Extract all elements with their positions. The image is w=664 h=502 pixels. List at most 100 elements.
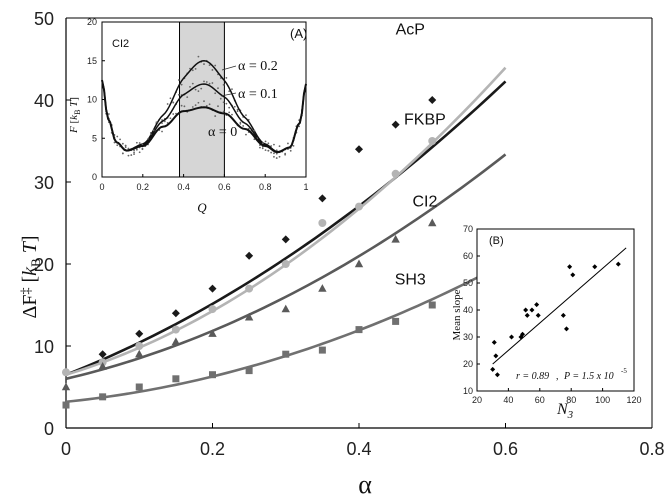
inset-a-panel-label: (A) (290, 26, 307, 41)
inset-a-sample-point (228, 106, 231, 109)
data-point-acp (318, 194, 327, 203)
inset-a-sample-point (236, 110, 239, 113)
inset-a-sample-point (273, 155, 275, 158)
inset-b-data-point (534, 302, 540, 308)
inset-a-sample-point (228, 111, 231, 114)
data-point-acp (281, 235, 290, 244)
inset-b-fit-line (492, 247, 627, 365)
inset-a-sample-point (183, 105, 186, 108)
inset-a-sample-point (194, 104, 197, 106)
inset-a-sample-point (298, 125, 301, 128)
inset-a-y-axis-title: F [kB T] (68, 97, 82, 134)
inset-b-y-tick-label: 30 (463, 332, 473, 342)
inset-b-data-point (535, 312, 541, 318)
main-y-tick-label: 50 (34, 9, 54, 29)
inset-b-y-tick-label: 10 (463, 386, 473, 396)
inset-a-sample-point (208, 82, 211, 85)
inset-a-label-leader (221, 65, 237, 71)
inset-a-sample-point (219, 97, 222, 100)
inset-b-data-point (520, 331, 526, 337)
data-point-ci2 (318, 284, 327, 292)
inset-a-sample-point (130, 154, 133, 156)
inset-a-sample-point (138, 151, 141, 154)
inset-a-label-leader (220, 92, 237, 97)
inset-a-sample-point (261, 142, 264, 145)
data-point-sh3 (172, 375, 180, 383)
inset-a-sample-point (289, 149, 292, 152)
inset-a-sample-point (275, 149, 278, 152)
inset-a-sample-point (194, 88, 197, 91)
inset-a-sample-point (211, 69, 214, 71)
data-point-sh3 (99, 393, 107, 401)
inset-b-data-point (490, 366, 496, 372)
inset-b-y-tick-label: 70 (463, 224, 473, 234)
inset-a-x-tick-label: 0.4 (177, 182, 190, 192)
inset-a-sample-point (197, 90, 200, 93)
inset-a-sample-point (169, 97, 172, 100)
data-point-acp (208, 284, 217, 293)
inset-a-sample-point (121, 152, 124, 155)
data-point-sh3 (209, 371, 216, 379)
inset-a-sample-point (133, 151, 135, 154)
inset-a-x-tick-label: 0.6 (218, 182, 231, 192)
inset-a-sample-point (138, 142, 141, 144)
inset-b-panel-label: (B) (489, 235, 504, 247)
inset-b-y-axis-title: Mean slope (451, 289, 463, 340)
data-point-fkbp (355, 202, 363, 211)
inset-b-x-tick-label: 80 (566, 395, 576, 405)
data-point-sh3 (355, 326, 363, 334)
data-point-fkbp (318, 219, 327, 227)
data-point-fkbp (391, 169, 400, 178)
inset-a-sample-point (222, 101, 225, 104)
inset-a-series-label: α = 0 (208, 125, 237, 140)
inset-a-sample-point (245, 114, 247, 117)
inset-a-curve (101, 79, 307, 154)
inset-a-sample-point (141, 147, 144, 150)
fit-curve-ci2 (65, 153, 507, 381)
inset-a-sample-point (245, 133, 247, 136)
inset-a-sample-point (225, 76, 228, 79)
inset-a-sample-point (191, 69, 194, 72)
inset-b-y-tick-label: 50 (463, 278, 473, 288)
data-point-fkbp (208, 305, 217, 314)
inset-a-sample-point (124, 144, 127, 147)
inset-a-sample-point (191, 82, 194, 85)
data-point-acp (391, 120, 400, 129)
inset-a-sample-point (261, 147, 264, 150)
inset-b-x-tick-label: 60 (535, 395, 545, 405)
data-point-ci2 (244, 312, 254, 321)
inset-a-sample-point (124, 146, 127, 149)
inset-a-sample-point (214, 115, 217, 117)
inset-a-sample-point (214, 64, 217, 67)
inset-a-sample-point (270, 151, 273, 154)
inset-a-x-tick-label: 0 (99, 182, 104, 192)
inset-b-data-point (615, 261, 621, 267)
main-y-tick-label: 0 (44, 419, 54, 439)
inset-a-sample-point (180, 104, 183, 107)
main-x-axis-title: α (358, 470, 372, 499)
inset-a-sample-point (211, 82, 214, 84)
inset-a-sample-point (239, 122, 242, 125)
inset-b-data-point (494, 372, 500, 378)
inset-a-sample-point (203, 80, 205, 83)
data-point-fkbp (281, 260, 290, 268)
inset-a-sample-point (177, 79, 180, 81)
data-point-sh3 (282, 350, 290, 358)
inset-a-sample-point (119, 138, 121, 141)
main-y-tick-label: 20 (34, 255, 54, 275)
inset-b-x-tick-label: 20 (472, 395, 482, 405)
inset-b-data-point (529, 307, 535, 313)
data-point-sh3 (62, 401, 70, 409)
inset-a-shaded-region (179, 21, 225, 178)
inset-a-sample-point (172, 113, 175, 115)
inset-b-data-point (523, 307, 529, 313)
inset-a-series-label: α = 0.1 (238, 87, 278, 102)
inset-a-protein-label: CI2 (112, 38, 129, 50)
main-x-tick-label: 0.6 (493, 439, 518, 459)
inset-a-sample-point (177, 93, 180, 96)
inset-b-data-point (524, 312, 530, 318)
inset-a-y-tick-label: 5 (92, 133, 97, 143)
main-x-tick-label: 0.8 (639, 439, 664, 459)
data-point-fkbp (245, 284, 254, 293)
